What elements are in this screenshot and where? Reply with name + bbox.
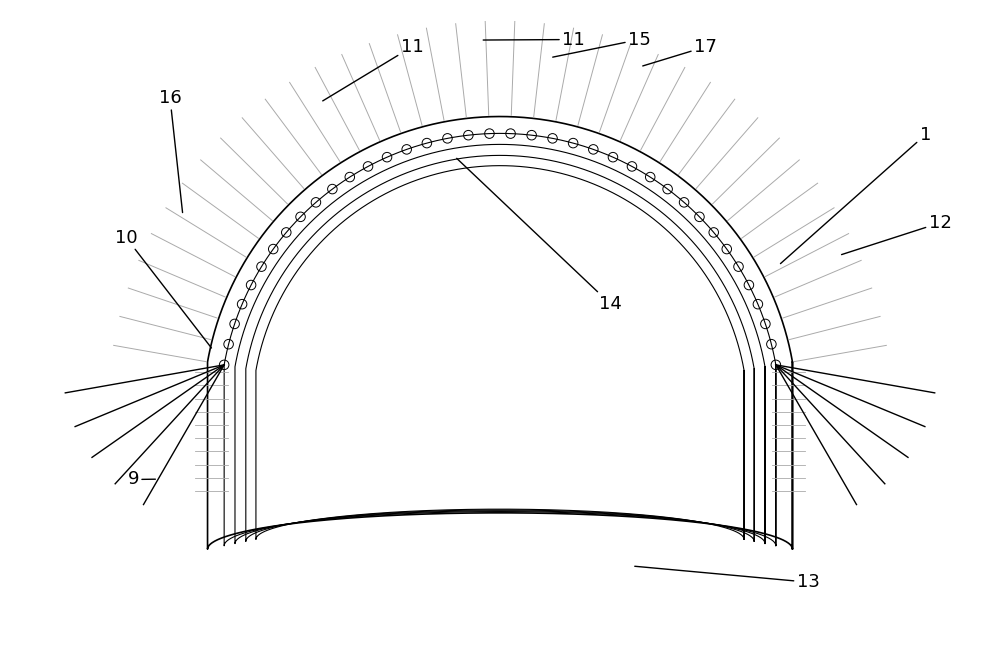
Text: 11: 11 — [483, 31, 585, 49]
Text: 16: 16 — [159, 89, 183, 213]
Text: 11: 11 — [323, 38, 423, 101]
Text: 10: 10 — [115, 229, 211, 348]
Text: 13: 13 — [635, 566, 819, 591]
Text: 12: 12 — [842, 214, 951, 255]
Text: 9: 9 — [128, 471, 155, 488]
Text: 17: 17 — [643, 38, 717, 66]
Text: 1: 1 — [780, 126, 931, 264]
Text: 14: 14 — [457, 158, 621, 312]
Text: 15: 15 — [553, 31, 651, 57]
